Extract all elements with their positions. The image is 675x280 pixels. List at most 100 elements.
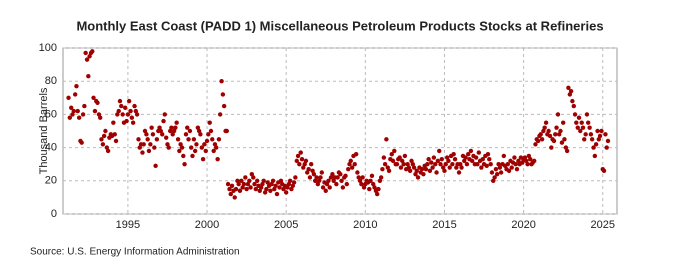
data-point: [431, 155, 437, 160]
data-point: [559, 140, 565, 145]
data-point: [117, 98, 123, 104]
data-point: [514, 166, 520, 172]
y-tick-label: 60: [45, 108, 57, 120]
data-point: [167, 128, 173, 134]
x-tick-label: 2025: [591, 219, 615, 231]
data-point: [191, 137, 197, 142]
data-point: [152, 145, 157, 150]
data-point: [290, 183, 296, 188]
data-point: [203, 148, 208, 154]
data-point: [87, 54, 92, 59]
data-point: [382, 162, 388, 167]
data-point: [162, 112, 167, 117]
chart-title: Monthly East Coast (PADD 1) Miscellaneou…: [76, 18, 603, 33]
data-point: [400, 158, 405, 164]
data-point: [405, 162, 410, 167]
x-tick-label: 2005: [274, 219, 298, 231]
data-point: [576, 115, 582, 120]
data-point: [173, 125, 178, 130]
data-point: [402, 153, 408, 159]
data-point: [241, 181, 247, 187]
data-point: [265, 180, 270, 185]
data-point: [401, 162, 406, 167]
data-point: [286, 181, 292, 187]
data-point: [212, 142, 218, 147]
data-point: [414, 168, 419, 174]
data-point: [146, 148, 152, 154]
data-point: [244, 186, 249, 192]
data-point: [547, 133, 553, 139]
data-point: [91, 95, 96, 101]
data-point: [215, 157, 220, 162]
data-point: [369, 173, 375, 179]
data-point: [447, 165, 452, 170]
data-point: [367, 186, 372, 192]
x-tick-label: 2020: [511, 219, 535, 231]
data-point: [153, 163, 158, 169]
data-point: [219, 79, 224, 84]
data-point: [438, 162, 443, 167]
data-point: [484, 163, 489, 169]
data-point: [320, 185, 326, 190]
data-point: [175, 137, 181, 142]
data-point: [307, 175, 313, 180]
data-point: [328, 175, 334, 180]
data-point: [235, 178, 240, 183]
data-point: [433, 162, 438, 167]
data-point: [249, 171, 255, 177]
data-point: [154, 137, 160, 142]
data-point: [119, 103, 124, 109]
data-point: [487, 157, 492, 162]
data-point: [496, 162, 501, 167]
data-point: [305, 170, 310, 175]
data-point: [214, 145, 219, 150]
data-point: [430, 165, 435, 170]
data-point: [301, 165, 306, 170]
data-point: [303, 158, 309, 164]
plot-background: [62, 47, 618, 215]
data-point: [458, 162, 463, 167]
data-point: [293, 175, 298, 180]
data-point: [299, 157, 305, 162]
data-point: [220, 92, 226, 97]
data-point: [273, 183, 278, 188]
data-point: [497, 165, 503, 170]
data-point: [149, 125, 154, 130]
data-point: [349, 165, 355, 170]
data-point: [421, 171, 426, 177]
data-point: [67, 115, 73, 120]
data-point: [368, 178, 373, 183]
data-point: [295, 153, 301, 159]
data-point: [575, 125, 580, 130]
data-point: [255, 178, 260, 183]
data-point: [410, 162, 416, 167]
data-point: [268, 188, 273, 193]
data-point: [189, 145, 194, 150]
data-point: [164, 135, 169, 140]
data-point: [385, 165, 391, 170]
data-point: [601, 168, 607, 174]
data-point: [70, 112, 75, 117]
data-point: [524, 158, 529, 164]
data-point: [546, 128, 551, 134]
data-point: [95, 100, 100, 105]
data-point: [126, 98, 132, 104]
data-point: [311, 171, 317, 177]
data-point: [439, 157, 444, 162]
data-point: [120, 112, 125, 117]
data-point: [435, 158, 441, 164]
data-point: [522, 155, 528, 160]
data-point: [419, 166, 425, 172]
data-point: [549, 145, 554, 150]
data-point: [75, 108, 80, 114]
data-point: [132, 103, 137, 109]
data-point: [516, 158, 521, 164]
data-point: [574, 120, 579, 125]
data-point: [339, 178, 344, 183]
data-point: [308, 162, 314, 167]
data-point: [492, 175, 497, 180]
data-point: [243, 175, 248, 180]
data-point: [331, 178, 336, 183]
data-point: [314, 175, 319, 180]
